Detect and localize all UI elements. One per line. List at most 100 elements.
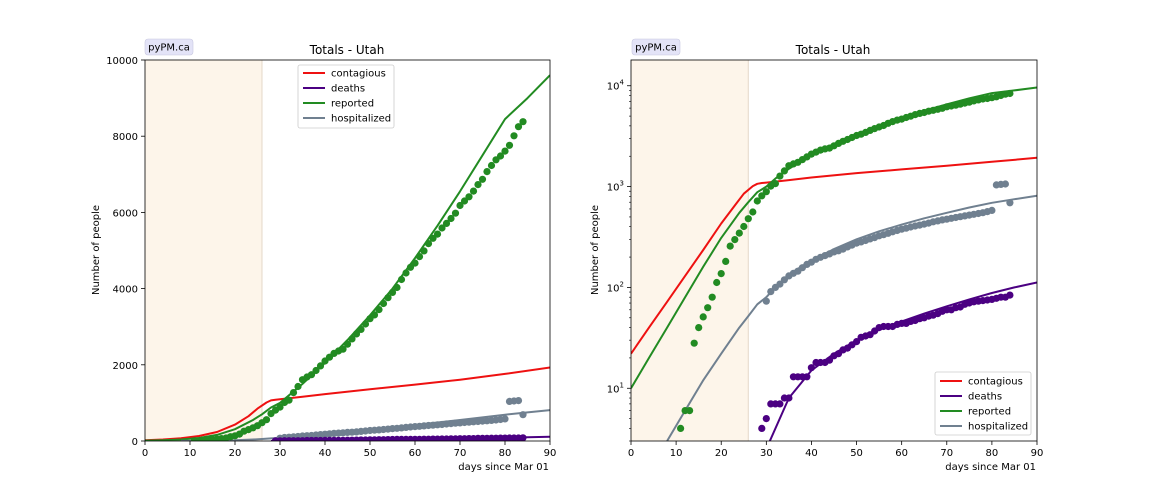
data-point-reported <box>393 283 401 292</box>
data-point-hospitalized <box>1001 180 1010 188</box>
data-point-reported <box>352 330 361 338</box>
x-tick-label: 10 <box>670 448 683 459</box>
shaded-region <box>631 60 749 441</box>
observations-reported <box>190 118 527 441</box>
x-tick-label: 70 <box>454 448 467 459</box>
data-point-reported <box>415 253 424 261</box>
legend-label-hospitalized: hospitalized <box>968 422 1028 433</box>
data-point-reported <box>312 366 320 375</box>
x-tick-label: 90 <box>544 448 557 459</box>
x-tick-label: 50 <box>364 448 377 459</box>
y-tick-label: 4000 <box>113 285 138 296</box>
observations-reported <box>677 89 1014 432</box>
data-point-reported <box>460 197 469 205</box>
data-point-hospitalized <box>519 411 527 419</box>
data-point-reported <box>519 118 527 126</box>
badge-label: pyPM.ca <box>148 43 190 54</box>
data-point-reported <box>487 161 496 170</box>
data-point-hospitalized <box>514 397 523 405</box>
data-point-reported <box>262 416 271 424</box>
y-axis-label: Number of people <box>590 205 601 295</box>
data-point-reported <box>699 313 707 321</box>
data-point-reported <box>510 132 518 140</box>
axes-frame <box>144 59 551 442</box>
x-tick-label: 80 <box>986 448 999 459</box>
data-point-reported <box>469 187 478 195</box>
data-point-reported <box>704 304 712 312</box>
x-tick-label: 10 <box>184 448 197 459</box>
data-point-reported <box>451 209 460 217</box>
x-tick-label: 60 <box>409 448 422 459</box>
x-tick-label: 20 <box>715 448 728 459</box>
data-point-hospitalized <box>1006 199 1014 207</box>
y-tick-label: 102 <box>607 280 624 294</box>
series-layer <box>631 86 1037 441</box>
x-tick-label: 30 <box>760 448 773 459</box>
plot-area: 0 10 20 30 40 50 60 70 80 90 0 2000 4000 6000 8000 1000… <box>106 56 556 459</box>
x-tick-label: 40 <box>319 448 332 459</box>
data-point-reported <box>483 168 491 176</box>
data-point-hospitalized <box>501 415 509 423</box>
x-tick-label: 0 <box>142 448 148 459</box>
series-line-contagious <box>631 156 1037 355</box>
y-tick-label: 103 <box>607 180 624 194</box>
data-point-deaths <box>762 415 770 423</box>
data-point-reported <box>456 201 464 210</box>
y-tick-label: 0 <box>132 437 138 448</box>
data-point-reported <box>339 345 347 353</box>
data-point-reported <box>433 230 442 238</box>
data-point-reported <box>496 152 505 160</box>
data-point-reported <box>406 263 415 271</box>
data-point-reported <box>474 181 482 189</box>
legend-label-deaths: deaths <box>968 392 1002 403</box>
x-tick-label: 40 <box>805 448 818 459</box>
data-point-reported <box>361 320 370 328</box>
legend-label-reported: reported <box>331 99 374 110</box>
legend-box <box>934 371 1032 436</box>
x-axis-label: days since Mar 01 <box>945 462 1036 473</box>
data-point-deaths <box>803 373 811 381</box>
series-line-contagious <box>145 366 550 441</box>
data-point-reported <box>388 288 397 296</box>
data-point-deaths <box>1006 291 1014 299</box>
data-point-reported <box>501 147 509 155</box>
data-point-hospitalized <box>988 206 996 214</box>
data-point-reported <box>289 389 298 397</box>
y-tick-label: 8000 <box>113 132 138 143</box>
x-tick-label: 50 <box>850 448 863 459</box>
observations-hospitalized <box>762 180 1014 305</box>
observations-deaths <box>758 291 1014 432</box>
data-point-reported <box>708 293 716 301</box>
data-point-reported <box>726 242 734 250</box>
data-point-reported <box>384 294 392 302</box>
x-tick-label: 70 <box>940 448 953 459</box>
y-tick-label: 104 <box>607 79 625 93</box>
data-point-reported <box>316 362 325 370</box>
x-tick-label: 30 <box>274 448 287 459</box>
legend-label-hospitalized: hospitalized <box>331 114 391 125</box>
data-point-reported <box>740 222 748 231</box>
data-point-reported <box>276 403 284 411</box>
y-tick-label: 10000 <box>106 56 138 67</box>
data-point-hospitalized <box>776 280 784 288</box>
data-point-deaths <box>519 434 527 441</box>
legend-label-reported: reported <box>968 407 1011 418</box>
data-point-reported <box>478 175 487 183</box>
data-point-deaths <box>825 356 834 364</box>
data-point-deaths <box>785 394 793 402</box>
data-point-reported <box>776 172 784 180</box>
data-point-deaths <box>758 424 766 432</box>
data-point-reported <box>771 180 780 188</box>
data-point-reported <box>514 123 523 131</box>
data-point-reported <box>397 275 406 284</box>
y-tick-label: 2000 <box>113 361 138 372</box>
axes-frame <box>630 59 1038 442</box>
data-point-reported <box>357 325 365 333</box>
data-point-reported <box>285 396 293 404</box>
data-point-reported <box>695 324 703 332</box>
legend-label-contagious: contagious <box>331 69 386 80</box>
series-line-reported <box>145 74 550 441</box>
x-tick-label: 90 <box>1031 448 1044 459</box>
x-tick-label: 80 <box>499 448 512 459</box>
